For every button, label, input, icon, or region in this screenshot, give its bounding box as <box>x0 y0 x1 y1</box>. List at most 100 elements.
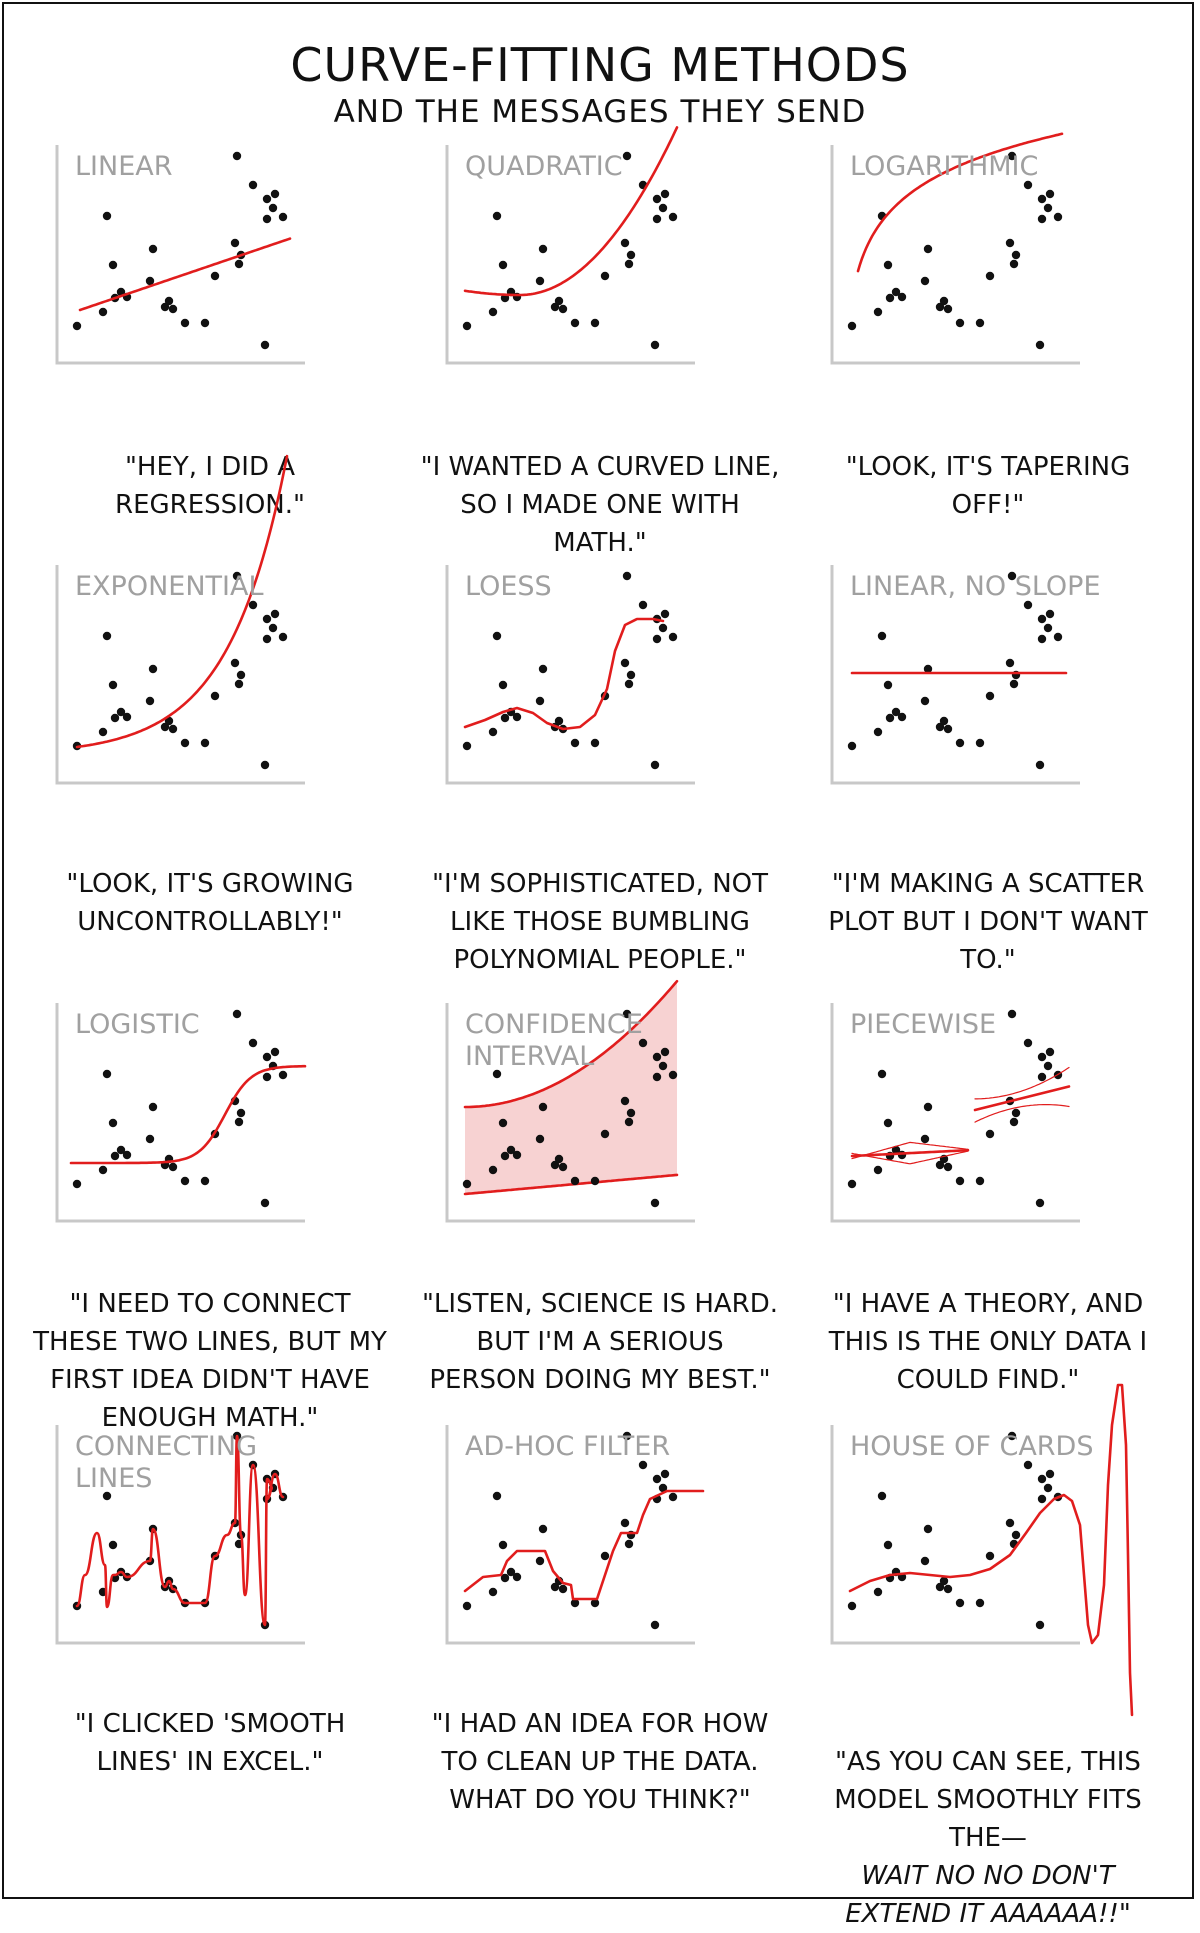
data-point <box>148 664 158 674</box>
panel-label: QUADRATIC <box>465 151 623 182</box>
data-point <box>897 712 907 722</box>
plot-quadratic <box>445 126 695 365</box>
data-point <box>624 259 634 269</box>
data-point <box>985 271 995 281</box>
data-point <box>1053 632 1063 642</box>
data-point <box>200 738 210 748</box>
data-point <box>650 1620 660 1630</box>
panel-label: LOGARITHMIC <box>850 151 1039 182</box>
data-point <box>652 214 662 224</box>
data-point <box>570 1598 580 1608</box>
data-point <box>535 1134 545 1144</box>
panel-caption: "AS YOU CAN SEE, THIS MODEL SMOOTHLY FIT… <box>808 1705 1168 1933</box>
data-point <box>72 1179 82 1189</box>
data-point <box>885 713 895 723</box>
data-point <box>168 304 178 314</box>
data-point <box>626 250 636 260</box>
data-point <box>145 1134 155 1144</box>
data-point <box>883 260 893 270</box>
data-point <box>620 658 630 668</box>
data-point <box>164 716 174 726</box>
data-point <box>550 1160 560 1170</box>
data-point <box>570 1176 580 1186</box>
data-point <box>1037 1052 1047 1062</box>
data-point <box>180 318 190 328</box>
data-point <box>278 212 288 222</box>
data-point <box>1053 212 1063 222</box>
panel-logarithmic: LOGARITHMIC <box>830 132 1140 425</box>
data-point <box>236 1108 246 1118</box>
comic-subtitle: AND THE MESSAGES THEY SEND <box>333 94 867 130</box>
data-point <box>102 631 112 641</box>
data-point <box>512 1150 522 1160</box>
plot-linear-no-slope <box>830 565 1080 785</box>
panel-caption: "LOOK, IT'S GROWING UNCONTROLLABLY!" <box>66 869 354 937</box>
data-point <box>538 1524 548 1534</box>
data-point <box>873 1587 883 1597</box>
data-point <box>535 276 545 286</box>
data-point <box>622 1431 632 1441</box>
data-point <box>955 1176 965 1186</box>
axis-line <box>830 565 1080 785</box>
panel-caption: "I'M SOPHISTICATED, NOT LIKE THOSE BUMBL… <box>432 869 768 975</box>
data-point <box>558 304 568 314</box>
data-point <box>660 1047 670 1057</box>
fit-line <box>78 237 292 312</box>
data-point <box>102 211 112 221</box>
data-point <box>624 679 634 689</box>
data-point <box>488 307 498 317</box>
data-point <box>262 614 272 624</box>
data-point <box>498 1540 508 1550</box>
data-point <box>668 212 678 222</box>
data-point <box>1043 1061 1053 1071</box>
plot-logistic <box>55 1003 307 1223</box>
data-point <box>1009 1117 1019 1127</box>
axis-line <box>445 565 695 785</box>
data-point <box>262 214 272 224</box>
panel-label: LINEAR <box>75 151 173 182</box>
data-point <box>210 691 220 701</box>
panel-house-of-cards: HOUSE OF CARDS <box>830 1383 1140 1717</box>
data-point <box>1037 1072 1047 1082</box>
axis-line <box>830 145 1080 365</box>
data-point <box>920 1556 930 1566</box>
data-point <box>877 1069 887 1079</box>
comic-frame <box>2 2 1194 1899</box>
data-point <box>873 1165 883 1175</box>
panel-label: LOGISTIC <box>75 1009 200 1040</box>
data-point <box>975 738 985 748</box>
data-point <box>624 1539 634 1549</box>
data-point <box>180 738 190 748</box>
data-point <box>600 1551 610 1561</box>
panel-confidence-interval: CONFIDENCE INTERVAL <box>445 979 755 1283</box>
panel-logistic: LOGISTIC <box>55 1003 365 1283</box>
data-point <box>1009 259 1019 269</box>
data-point <box>1043 1483 1053 1493</box>
upper-bound <box>463 979 679 1109</box>
data-point <box>262 1052 272 1062</box>
panel-piecewise: PIECEWISE <box>830 1003 1140 1283</box>
fit-curve <box>463 126 679 297</box>
data-point <box>168 1162 178 1172</box>
data-point <box>230 658 240 668</box>
panel-caption: "I CLICKED 'SMOOTH LINES' IN EXCEL." <box>74 1709 346 1777</box>
data-point <box>975 1176 985 1186</box>
panel-label: AD-HOC FILTER <box>465 1431 671 1462</box>
data-point <box>180 1176 190 1186</box>
data-point <box>98 1165 108 1175</box>
plot-loess <box>445 565 695 785</box>
data-point <box>955 1598 965 1608</box>
data-point <box>232 571 242 581</box>
data-point <box>270 609 280 619</box>
panel-label: CONFIDENCE INTERVAL <box>465 1009 643 1072</box>
axis-line <box>55 1003 305 1223</box>
data-point <box>622 151 632 161</box>
data-point <box>877 631 887 641</box>
data-point <box>638 1460 648 1470</box>
data-point <box>658 1483 668 1493</box>
data-point <box>1011 250 1021 260</box>
data-point <box>108 680 118 690</box>
data-point <box>1045 609 1055 619</box>
data-point <box>1011 1108 1021 1118</box>
data-point <box>492 211 502 221</box>
